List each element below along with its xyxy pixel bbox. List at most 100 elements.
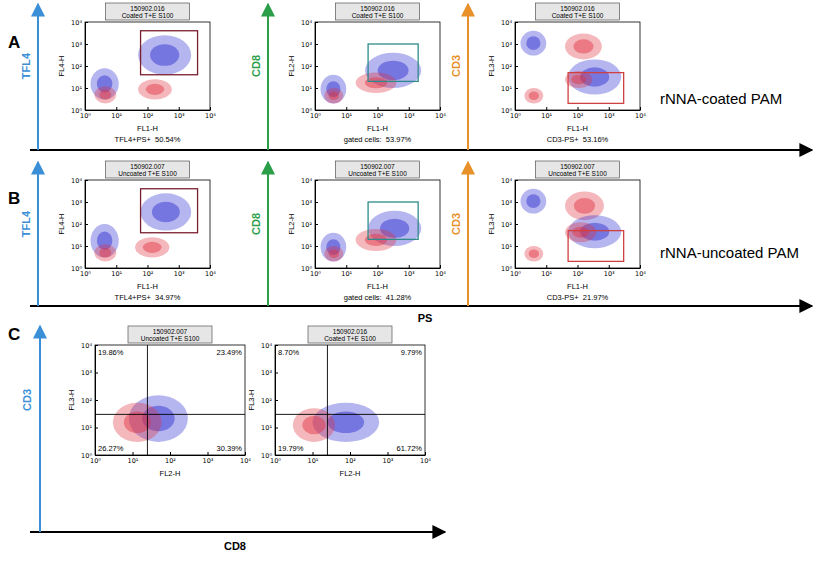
plot-background (85, 180, 210, 268)
tick: 10¹ (341, 265, 352, 278)
tick: 10³ (604, 107, 615, 120)
header-box (106, 161, 190, 178)
figure: ABCrNNA-coated PAMrNNA-uncoated PAMTFL4C… (0, 0, 828, 573)
tick: 10² (81, 397, 98, 405)
y-axis-label: FL3-H (487, 56, 496, 77)
x-axis: 10⁰10¹10²10³10⁴ (80, 265, 216, 278)
header-box (308, 326, 392, 343)
header-text: Uncoated T+E S100 (548, 170, 607, 177)
header-text: 150902.016 (333, 328, 368, 335)
tick-label: 10³ (604, 112, 615, 120)
tick: 10¹ (301, 85, 318, 93)
plot-background (515, 180, 640, 268)
tick-mark (350, 452, 351, 455)
population (565, 34, 602, 60)
population-core (146, 84, 165, 95)
tick-mark (85, 88, 88, 89)
tick: 10⁰ (71, 107, 88, 115)
tick-mark (275, 400, 278, 401)
tick-label: 10⁴ (205, 270, 216, 278)
tick-mark (578, 265, 579, 268)
tick-mark (315, 22, 318, 23)
quadrant-label: 9.79% (401, 348, 423, 357)
tick-label: 10⁴ (240, 457, 251, 465)
tick: 10⁰ (261, 452, 278, 460)
gate (141, 189, 198, 233)
tick: 10⁰ (501, 265, 518, 273)
y-axis: 10⁰10¹10²10³10⁴ (71, 177, 88, 273)
x-axis-label: FL1-H (567, 282, 588, 291)
marks (95, 345, 245, 455)
panel: 10⁰10¹10²10³10⁴10⁰10¹10²10³10⁴FL1-HFL4-H… (57, 3, 216, 144)
x-arrow (30, 149, 812, 151)
y-arrow-label: CD8 (250, 55, 262, 77)
tick: 10¹ (341, 107, 352, 120)
y-arrow-label: CD8 (250, 213, 262, 235)
tick-mark (85, 246, 88, 247)
population-core (143, 242, 162, 253)
tick: 10² (373, 107, 384, 120)
population (521, 189, 547, 214)
tick-label: 10³ (301, 41, 312, 49)
tick-label: 10⁰ (501, 265, 512, 273)
header-box (106, 3, 190, 20)
marks (521, 189, 624, 262)
tick-label: 10¹ (71, 243, 82, 251)
y-arrow (467, 162, 469, 306)
tick: 10¹ (81, 424, 98, 432)
tick-mark (346, 107, 347, 110)
tick: 10⁴ (501, 19, 518, 27)
tick-mark (85, 110, 88, 111)
tick-mark (85, 202, 88, 203)
plot-background (515, 22, 640, 110)
tick-label: 10⁰ (71, 107, 82, 115)
tick: 10³ (501, 199, 518, 207)
tick-mark (95, 428, 98, 429)
marks (321, 202, 422, 261)
plot-background (315, 22, 440, 110)
row-label: rNNA-uncoated PAM (660, 244, 799, 261)
y-arrow-label: TFL4 (20, 52, 32, 79)
tick: 10² (143, 265, 154, 278)
tick: 10³ (301, 41, 318, 49)
panel: 10⁰10¹10²10³10⁴10⁰10¹10²10³10⁴FL1-HFL3-H… (487, 161, 646, 302)
panel-letter: A (8, 33, 20, 52)
tick-mark (95, 455, 98, 456)
population-core (529, 91, 539, 99)
tick-mark (179, 265, 180, 268)
tick: 10⁴ (501, 177, 518, 185)
y-arrow (37, 4, 39, 150)
gate-label: TFL4+PS+ 50.54% (115, 135, 181, 144)
x-axis-label: FL2-H (160, 469, 181, 478)
tick-mark (409, 107, 410, 110)
header-box (536, 3, 620, 20)
population-core (329, 91, 339, 99)
tick-label: 10² (71, 63, 82, 71)
tick-label: 10² (573, 270, 584, 278)
tick-mark (515, 110, 518, 111)
y-arrow-label: CD3 (450, 55, 462, 77)
tick: 10³ (203, 452, 214, 465)
tick-mark (315, 180, 318, 181)
population (135, 237, 169, 257)
tick-mark (515, 246, 518, 247)
population-core (574, 198, 595, 214)
tick: 10³ (404, 265, 415, 278)
gate-label: CD3-PS+ 21.97% (547, 293, 609, 302)
population (138, 79, 172, 99)
x-axis: 10⁰10¹10²10³10⁴ (310, 107, 446, 120)
tick-label: 10² (301, 221, 312, 229)
tick: 10³ (174, 265, 185, 278)
panel: 19.86%23.49%26.27%30.39%10⁰10¹10²10³10⁴1… (67, 326, 251, 478)
tick-mark (515, 224, 518, 225)
tick-label: 10¹ (301, 243, 312, 251)
gate (568, 231, 624, 262)
tick: 10¹ (501, 243, 518, 251)
tick: 10⁰ (301, 265, 318, 273)
tick: 10⁴ (635, 107, 646, 120)
tick-label: 10⁴ (205, 112, 216, 120)
population (524, 88, 543, 103)
tick-label: 10¹ (541, 112, 552, 120)
gate (568, 73, 624, 104)
header-text: Uncoated T+E S100 (141, 335, 200, 342)
